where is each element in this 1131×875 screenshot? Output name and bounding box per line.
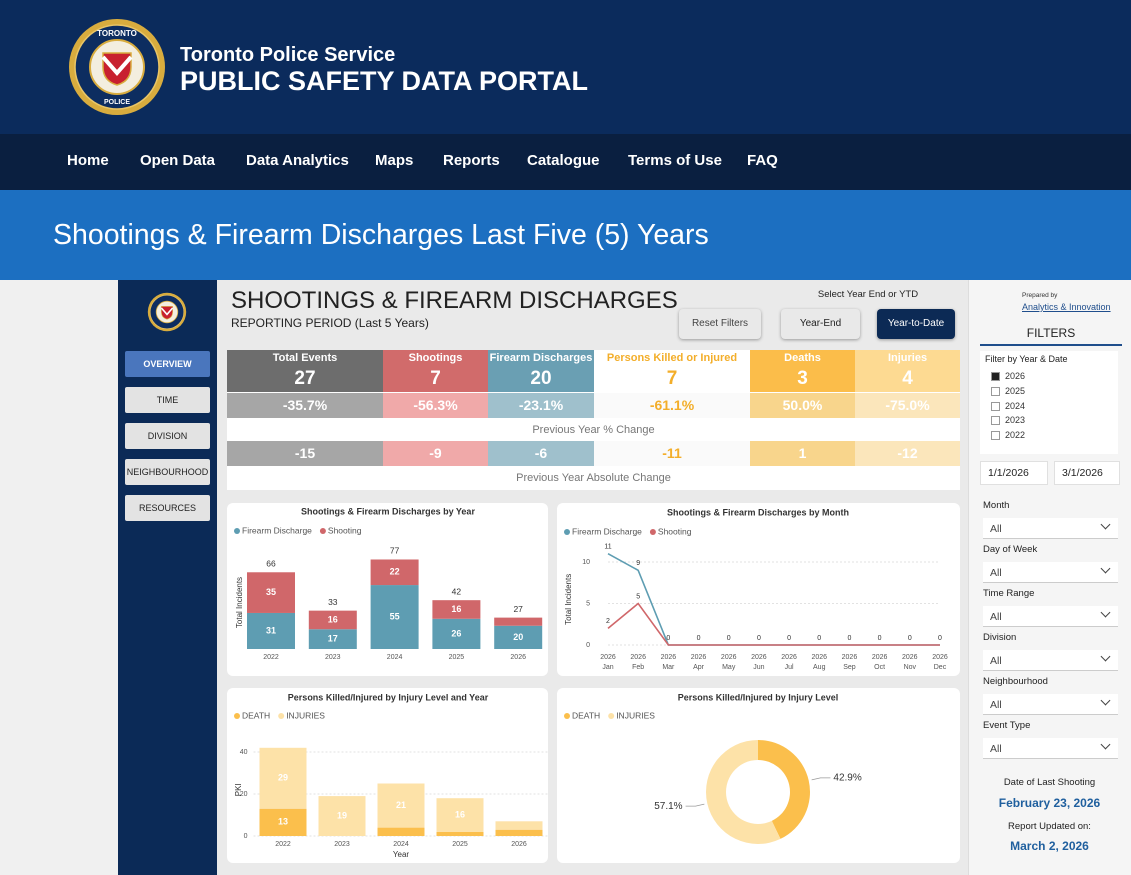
kpi-abs: -9 — [383, 441, 488, 466]
year-filter-box — [980, 351, 1118, 454]
dropdown-label: Time Range — [983, 588, 1035, 599]
date-input[interactable]: 3/1/2026 — [1054, 461, 1120, 485]
kpi-pct: -75.0% — [855, 393, 960, 418]
nav-link[interactable]: Catalogue — [527, 152, 600, 169]
nav-bar — [0, 134, 1131, 190]
kpi-value: 4 — [902, 368, 913, 389]
kpi-label: Firearm Discharges — [489, 352, 593, 364]
org-name: Toronto Police Service — [180, 44, 396, 66]
kpi-value: 3 — [797, 368, 808, 389]
nav-link[interactable]: Open Data — [140, 152, 216, 169]
side-nav-button[interactable]: OVERVIEW — [125, 351, 210, 377]
chart-card — [557, 503, 960, 676]
pct-row-label: Previous Year % Change — [532, 424, 655, 436]
year-filter-label: Filter by Year & Date — [985, 354, 1068, 364]
filter-button[interactable]: Reset Filters — [679, 309, 761, 339]
kpi-pct: -35.7% — [227, 393, 383, 418]
side-nav — [118, 280, 217, 875]
updated-label: Report Updated on: — [1008, 821, 1091, 832]
kpi-value: 7 — [666, 368, 678, 389]
select-label: Select Year End or YTD — [817, 289, 919, 300]
nav-link[interactable]: FAQ — [747, 152, 778, 169]
kpi-header — [750, 350, 855, 392]
nav-link[interactable]: Home — [67, 152, 109, 169]
year-checkbox[interactable] — [991, 401, 1000, 411]
dropdown[interactable]: All — [983, 738, 1118, 759]
dashboard-subtitle: REPORTING PERIOD (Last 5 Years) — [231, 316, 429, 330]
dropdown[interactable]: All — [983, 518, 1118, 539]
year-option: 2026 — [1005, 371, 1026, 381]
filters-rule — [980, 344, 1122, 346]
side-nav-button[interactable]: RESOURCES — [125, 495, 210, 521]
dropdown-label: Neighbourhood — [983, 676, 1048, 687]
dropdown[interactable]: All — [983, 694, 1118, 715]
kpi-pct: -56.3% — [383, 393, 488, 418]
side-nav-button[interactable]: DIVISION — [125, 423, 210, 449]
kpi-label: Shootings — [408, 352, 463, 364]
nav-link[interactable]: Terms of Use — [628, 152, 722, 169]
banner — [0, 190, 1131, 280]
dropdown-label: Event Type — [983, 720, 1031, 731]
year-option: 2023 — [1005, 415, 1026, 426]
last-shooting-label: Date of Last Shooting — [1003, 777, 1096, 788]
dropdown-label: Division — [983, 632, 1017, 643]
dashboard-title: SHOOTINGS & FIREARM DISCHARGES — [231, 287, 678, 314]
portal-name: PUBLIC SAFETY DATA PORTAL — [180, 66, 588, 96]
kpi-label: Persons Killed or Injured — [606, 352, 738, 364]
date-input[interactable]: 1/1/2026 — [980, 461, 1048, 485]
kpi-header — [594, 350, 750, 392]
year-checkbox[interactable] — [991, 416, 1000, 426]
kpi-value: 7 — [430, 368, 441, 389]
kpi-pct: -23.1% — [488, 393, 594, 418]
kpi-abs: 1 — [750, 441, 855, 466]
dropdown[interactable]: All — [983, 562, 1118, 583]
chart-card — [227, 503, 548, 676]
last-shooting-date: February 23, 2026 — [998, 796, 1101, 810]
kpi-abs: -12 — [855, 441, 960, 466]
kpi-header — [488, 350, 594, 392]
kpi-label: Injuries — [887, 352, 928, 364]
kpi-header — [383, 350, 488, 392]
updated-date: March 2, 2026 — [1010, 839, 1089, 853]
dropdown-label: Month — [983, 500, 1010, 511]
dropdown[interactable]: All — [983, 606, 1118, 627]
year-checkbox[interactable] — [991, 372, 1000, 381]
year-option: 2022 — [1005, 430, 1026, 441]
banner-title: Shootings & Firearm Discharges Last Five… — [53, 219, 709, 251]
kpi-pct: 50.0% — [750, 393, 855, 418]
kpi-pct: -61.1% — [594, 393, 750, 418]
year-option: 2025 — [1005, 385, 1026, 396]
nav-link[interactable]: Maps — [375, 152, 414, 169]
year-checkbox[interactable] — [991, 431, 1000, 441]
side-nav-button[interactable]: TIME — [125, 387, 210, 413]
kpi-abs: -11 — [594, 441, 750, 466]
prepared-by: Prepared by — [1022, 292, 1058, 299]
abs-row-label: Previous Year Absolute Change — [516, 472, 671, 484]
kpi-abs: -15 — [227, 441, 383, 466]
header-bar — [0, 0, 1131, 134]
nav-link[interactable]: Data Analytics — [246, 152, 349, 169]
kpi-label: Deaths — [784, 352, 821, 364]
chart-card — [227, 688, 548, 863]
year-option: 2024 — [1005, 400, 1026, 411]
prepared-by-org[interactable]: Analytics & Innovation — [1022, 302, 1111, 312]
chart-card — [557, 688, 960, 863]
kpi-header — [227, 350, 383, 392]
nav-link[interactable]: Reports — [443, 152, 500, 169]
filter-button[interactable]: Year-to-Date — [877, 309, 955, 339]
dropdown[interactable]: All — [983, 650, 1118, 671]
kpi-header — [855, 350, 960, 392]
kpi-value: 27 — [294, 368, 316, 389]
side-nav-button[interactable]: NEIGHBOURHOOD — [125, 459, 210, 485]
filters-title: FILTERS — [1026, 326, 1076, 340]
kpi-label: Total Events — [272, 352, 338, 364]
year-checkbox[interactable] — [991, 386, 1000, 396]
filter-button[interactable]: Year-End — [781, 309, 860, 339]
kpi-abs: -6 — [488, 441, 594, 466]
kpi-value: 20 — [530, 368, 552, 389]
dropdown-label: Day of Week — [983, 544, 1038, 555]
